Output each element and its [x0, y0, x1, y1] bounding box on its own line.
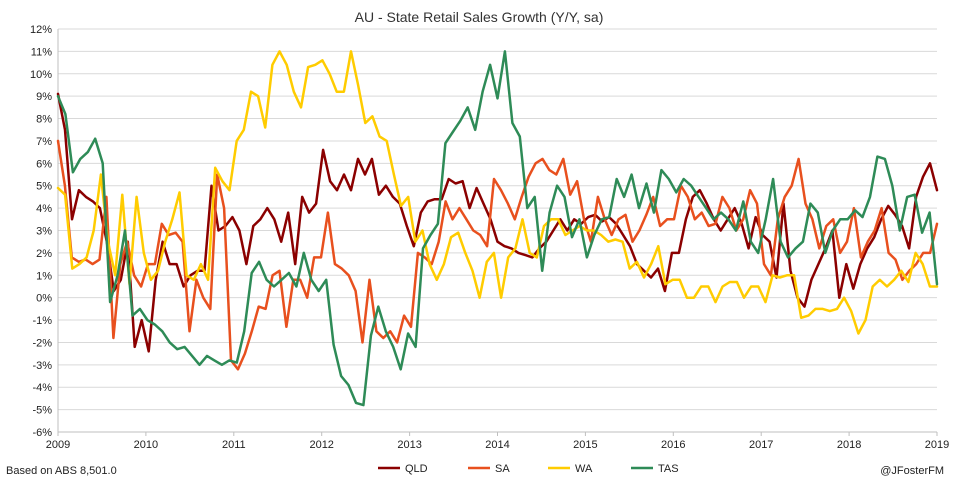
chart-title: AU - State Retail Sales Growth (Y/Y, sa): [355, 9, 604, 25]
y-tick-label: 0%: [36, 293, 52, 305]
series-lines: [56, 50, 939, 407]
x-tick-label: 2019: [925, 439, 949, 451]
y-tick-label: 4%: [36, 203, 52, 215]
x-tick-label: 2012: [309, 439, 333, 451]
y-axis-ticks: -6% -5% -4% -3% -2% -1% 0% 1% 2% 3% 4% 5% 6% 7% 8% 9% 10…: [30, 24, 52, 439]
x-tick-label: 2010: [134, 439, 158, 451]
series-line-wa: [56, 50, 939, 335]
x-tick-label: 2009: [46, 439, 70, 451]
legend-label-tas: TAS: [658, 463, 679, 475]
y-tick-label: -4%: [32, 382, 52, 394]
series-line-sa: [56, 139, 939, 371]
legend-label-sa: SA: [495, 463, 510, 475]
y-tick-label: -6%: [32, 427, 52, 439]
legend-label-qld: QLD: [405, 463, 428, 475]
y-tick-label: 5%: [36, 181, 52, 193]
y-tick-label: 3%: [36, 226, 52, 238]
y-tick-label: 9%: [36, 91, 52, 103]
y-tick-label: 11%: [31, 46, 52, 58]
legend-label-wa: WA: [575, 463, 593, 475]
y-tick-label: 1%: [36, 270, 52, 282]
x-tick-label: 2011: [222, 439, 246, 451]
y-tick-label: -3%: [32, 360, 52, 372]
y-tick-label: 2%: [36, 248, 52, 260]
x-tick-label: 2016: [661, 439, 685, 451]
x-tick-label: 2015: [573, 439, 597, 451]
y-tick-label: 8%: [36, 114, 52, 126]
series-line-tas: [56, 50, 939, 407]
legend: QLD SA WA TAS: [378, 463, 679, 475]
y-tick-label: -5%: [32, 405, 52, 417]
x-axis-ticks: 2009 2010 2011 2012 2013 2014 2015 2016 2017 2018…: [46, 432, 949, 451]
y-tick-label: 7%: [36, 136, 52, 148]
y-tick-label: -2%: [32, 337, 52, 349]
y-tick-label: 6%: [36, 158, 52, 170]
y-tick-label: 10%: [30, 69, 52, 81]
x-tick-label: 2013: [397, 439, 421, 451]
gridlines: [57, 28, 937, 433]
y-tick-label: -1%: [32, 315, 52, 327]
source-note: Based on ABS 8,501.0: [6, 465, 117, 477]
x-tick-label: 2014: [485, 439, 509, 451]
x-tick-label: 2017: [749, 439, 773, 451]
author-handle: @JFosterFM: [880, 465, 944, 477]
y-tick-label: 12%: [30, 24, 52, 36]
x-tick-label: 2018: [837, 439, 861, 451]
